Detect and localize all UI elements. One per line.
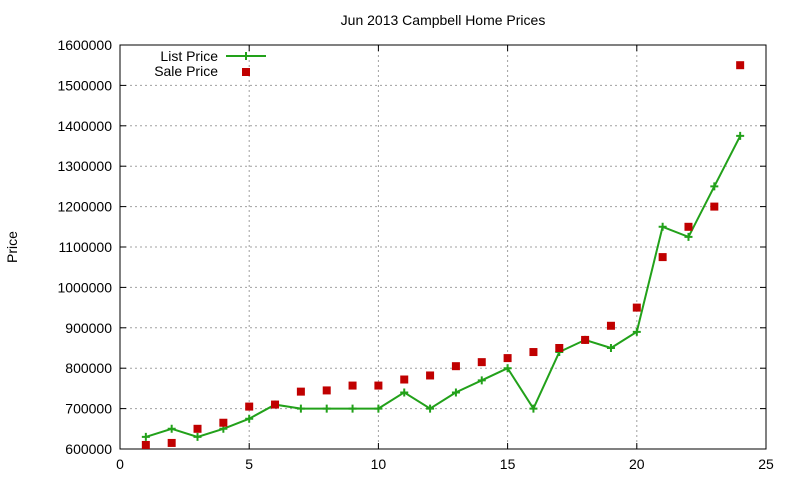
list-price-point bbox=[322, 404, 331, 413]
sale-price-point bbox=[296, 387, 305, 396]
y-tick-label: 600000 bbox=[65, 441, 112, 457]
x-tick-label: 5 bbox=[245, 456, 253, 472]
sale-price-point bbox=[271, 400, 280, 409]
y-tick-label: 1100000 bbox=[59, 239, 113, 255]
axis-ticks: 0 5 10 15 20 25 600000 700000 800000 900000 100000… bbox=[57, 37, 774, 472]
y-tick-label: 1500000 bbox=[57, 77, 112, 93]
x-tick-label: 10 bbox=[371, 456, 387, 472]
list-price-point bbox=[193, 432, 202, 441]
chart-title: Jun 2013 Campbell Home Prices bbox=[341, 12, 546, 28]
sale-price-point bbox=[736, 61, 745, 70]
series-layer bbox=[141, 61, 745, 449]
y-tick-label: 1300000 bbox=[57, 158, 112, 174]
list-price-point bbox=[400, 388, 409, 397]
list-price-line bbox=[145, 135, 742, 438]
y-tick-label: 800000 bbox=[65, 360, 112, 376]
sale-price-point bbox=[555, 344, 564, 352]
sale-price-point bbox=[426, 371, 435, 380]
list-price-point bbox=[477, 376, 486, 385]
sale-price-point bbox=[710, 202, 719, 211]
list-price-point bbox=[632, 327, 641, 336]
y-tick-label: 1000000 bbox=[57, 279, 112, 295]
sale-price-point bbox=[193, 424, 202, 433]
y-tick-label: 1600000 bbox=[57, 37, 112, 53]
sale-price-point bbox=[348, 381, 357, 390]
list-price-point bbox=[658, 222, 667, 231]
sale-price-point bbox=[141, 440, 150, 449]
sale-price-point bbox=[477, 358, 486, 367]
list-price-point bbox=[529, 404, 538, 413]
sale-price-point bbox=[529, 348, 538, 357]
list-price-point bbox=[167, 424, 176, 433]
sale-price-point bbox=[219, 418, 228, 427]
sale-price-point bbox=[167, 438, 176, 447]
y-tick-label: 1400000 bbox=[57, 118, 112, 134]
legend-label-list-price: List Price bbox=[160, 48, 218, 64]
sale-price-point bbox=[451, 362, 460, 371]
x-tick-label: 0 bbox=[116, 456, 124, 472]
legend-label-sale-price: Sale Price bbox=[154, 63, 218, 79]
sale-price-point bbox=[503, 354, 512, 363]
y-tick-label: 900000 bbox=[65, 320, 112, 336]
list-price-point bbox=[348, 404, 357, 413]
list-price-point bbox=[451, 388, 460, 397]
list-price-point bbox=[710, 182, 719, 191]
sale-price-point bbox=[658, 253, 667, 262]
grid bbox=[120, 45, 766, 449]
list-price-point bbox=[684, 232, 693, 241]
list-price-point bbox=[374, 404, 383, 413]
sale-price-point bbox=[400, 375, 409, 384]
x-tick-label: 20 bbox=[629, 456, 645, 472]
y-axis-label: Price bbox=[4, 231, 20, 263]
sale-price-point bbox=[322, 386, 331, 395]
legend-marker-sale-price bbox=[242, 68, 250, 76]
list-price-point bbox=[503, 364, 512, 373]
list-price-point bbox=[141, 432, 150, 441]
list-price-point bbox=[426, 404, 435, 413]
y-tick-label: 1200000 bbox=[57, 199, 112, 215]
list-price-point bbox=[736, 131, 745, 140]
sale-price-point bbox=[606, 321, 615, 330]
list-price-point bbox=[606, 344, 615, 352]
sale-price-point bbox=[581, 335, 590, 344]
sale-price-point bbox=[684, 222, 693, 231]
list-price-point bbox=[245, 414, 254, 423]
sale-price-point bbox=[632, 303, 641, 312]
sale-price-point bbox=[245, 402, 254, 411]
legend-marker-list-price bbox=[242, 52, 250, 60]
x-tick-label: 15 bbox=[500, 456, 516, 472]
y-tick-label: 700000 bbox=[65, 401, 112, 417]
x-tick-label: 25 bbox=[758, 456, 774, 472]
sale-price-point bbox=[374, 381, 383, 390]
list-price-point bbox=[296, 404, 305, 413]
